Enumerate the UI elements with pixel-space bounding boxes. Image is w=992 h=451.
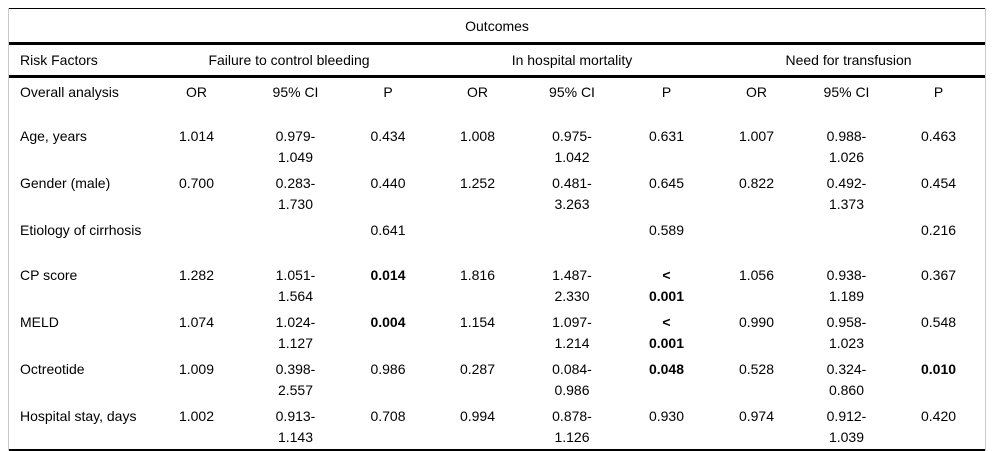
value-cell: P	[933, 84, 944, 100]
value-cell: 1.056	[738, 266, 775, 283]
value-cell: 0.216	[921, 221, 957, 238]
table-row: CP score 1.282 1.051- 1.564 0.014 1.816 1.487…	[9, 261, 985, 308]
value-cell: 0.986	[370, 360, 406, 377]
value-cell: 1.014	[178, 127, 215, 144]
table-body: Overall analysis OR 95% CI P OR 95% CI P OR 95% …	[9, 77, 986, 451]
value-cell: 0.979- 1.049	[275, 127, 316, 166]
value-cell: 1.252	[459, 174, 496, 191]
table-row: Gender (male) 0.700 0.283- 1.730 0.440 1.252…	[9, 169, 985, 216]
group-header-need-for-transfusion: Need for transfusion	[712, 43, 986, 78]
value-cell: P	[661, 84, 672, 100]
value-cell	[146, 216, 247, 261]
value-cell: 0.938- 1.189	[826, 266, 867, 305]
value-cell: 95% CI	[272, 84, 319, 100]
value-cell	[432, 216, 523, 261]
value-cell: 0.641	[370, 221, 406, 238]
group-header-failure-to-control-bleeding: Failure to control bleeding	[146, 43, 432, 78]
value-cell: 0.975- 1.042	[552, 127, 592, 166]
value-cell	[523, 216, 621, 261]
value-cell: 0.912- 1.039	[801, 401, 892, 451]
row-label: Gender (male)	[20, 174, 111, 191]
risk-factors-outcomes-table: Outcomes Risk Factors Failure to control…	[9, 8, 986, 451]
value-cell	[712, 216, 801, 261]
value-cell: 0.631	[648, 127, 685, 144]
row-label: Etiology of cirrhosis	[20, 221, 142, 238]
table-row: Age, years 1.014 0.979- 1.049 0.434 1.008 0.9…	[9, 122, 985, 169]
row-label: Hospital stay, days	[9, 401, 146, 451]
table-row: Overall analysis OR 95% CI P OR 95% CI P OR 95% …	[9, 77, 985, 122]
group-header-row: Risk Factors Failure to control bleeding…	[9, 43, 986, 78]
value-cell: 0.420	[892, 401, 986, 451]
value-cell: OR	[467, 84, 488, 100]
value-cell: 1.816	[459, 266, 496, 283]
value-cell: 0.010	[921, 360, 957, 377]
value-cell: 1.002	[146, 401, 247, 451]
value-cell: 1.024- 1.127	[275, 313, 316, 352]
value-cell: 1.009	[178, 360, 215, 377]
value-cell: 0.822	[738, 174, 775, 191]
table-row: Etiology of cirrhosis 0.641 0.589 0.216	[9, 216, 985, 261]
value-cell: 0.589	[648, 221, 685, 238]
value-cell: 0.930	[621, 401, 712, 451]
value-cell: P	[383, 84, 393, 100]
table-row: Octreotide 1.009 0.398- 2.557 0.986 0.287 0.0…	[9, 355, 985, 402]
outcomes-table: Outcomes Risk Factors Failure to control…	[8, 8, 986, 451]
value-cell: 0.988- 1.026	[826, 127, 867, 166]
value-cell: 1.051- 1.564	[275, 266, 316, 305]
value-cell: 0.990	[738, 313, 775, 330]
value-cell: 0.440	[370, 174, 406, 191]
value-cell: 0.084- 0.986	[552, 360, 592, 399]
value-cell: 1.097- 1.214	[552, 313, 592, 352]
value-cell: 1.074	[178, 313, 215, 330]
table-row: MELD 1.074 1.024- 1.127 0.004 1.154 1.097- 1.…	[9, 308, 985, 355]
value-cell: 0.708	[344, 401, 432, 451]
table-row: Hospital stay, days 1.002 0.913- 1.143 0.70…	[9, 401, 986, 451]
value-cell: 1.154	[459, 313, 496, 330]
value-cell: 95% CI	[549, 84, 595, 100]
value-cell: 0.878- 1.126	[523, 401, 621, 451]
value-cell: 0.481- 3.263	[552, 174, 592, 213]
value-cell: 0.287	[459, 360, 496, 377]
value-cell: 0.048	[648, 360, 685, 377]
value-cell: 0.463	[921, 127, 957, 144]
value-cell: 0.528	[738, 360, 775, 377]
row-label: Age, years	[20, 127, 87, 144]
value-cell: < 0.001	[648, 313, 685, 352]
value-cell: 0.974	[712, 401, 801, 451]
value-cell: 0.958- 1.023	[826, 313, 867, 352]
value-cell: 1.008	[459, 127, 496, 144]
value-cell: 0.324- 0.860	[826, 360, 867, 399]
value-cell: 0.645	[648, 174, 685, 191]
value-cell: 0.014	[370, 266, 406, 283]
value-cell: 0.283- 1.730	[275, 174, 316, 213]
value-cell: 0.913- 1.143	[247, 401, 344, 451]
value-cell: 0.454	[921, 174, 957, 191]
value-cell: 0.548	[921, 313, 957, 330]
value-cell: 1.007	[738, 127, 775, 144]
row-label: CP score	[20, 266, 78, 283]
row-label: Octreotide	[20, 360, 85, 377]
title-row: Outcomes	[9, 8, 986, 45]
value-cell: 0.434	[370, 127, 406, 144]
value-cell: 0.367	[921, 266, 957, 283]
table-title: Outcomes	[9, 8, 986, 45]
value-cell: 1.282	[178, 266, 215, 283]
risk-factors-header: Risk Factors	[9, 43, 146, 78]
value-cell: OR	[186, 84, 207, 100]
value-cell: < 0.001	[648, 266, 685, 305]
value-cell	[801, 216, 892, 261]
value-cell: 0.398- 2.557	[275, 360, 316, 399]
value-cell: 95% CI	[823, 84, 870, 100]
value-cell: 0.994	[432, 401, 523, 451]
row-label: Overall analysis	[20, 84, 119, 100]
value-cell: OR	[746, 84, 767, 100]
group-header-in-hospital-mortality: In hospital mortality	[432, 43, 712, 78]
value-cell: 0.004	[370, 313, 406, 330]
value-cell: 0.492- 1.373	[826, 174, 867, 213]
row-label: MELD	[20, 313, 59, 330]
value-cell: 0.700	[178, 174, 215, 191]
value-cell: 1.487- 2.330	[552, 266, 592, 305]
value-cell	[247, 216, 344, 261]
